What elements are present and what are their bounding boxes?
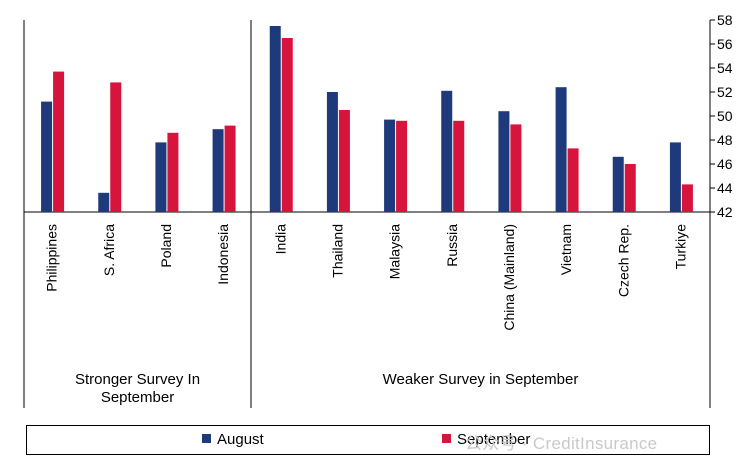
x-tick-label-thailand: Thailand [329,224,345,278]
y-tick-label-44: 44 [717,180,733,196]
watermark: 公众号 · CreditInsurance [465,434,658,453]
x-tick-label-s-africa: S. Africa [101,224,117,276]
bar-august-s-africa [98,192,110,212]
bar-september-poland [167,132,179,212]
x-tick-label-philippines: Philippines [44,224,60,292]
bar-september-russia [453,120,465,212]
bar-september-china-mainland [510,124,522,212]
bar-august-india [269,26,281,212]
legend-item-august: August [202,432,264,448]
x-tick-label-vietnam: Vietnam [558,224,574,275]
bar-september-thailand [338,110,350,212]
y-tick-label-46: 46 [717,156,733,172]
bar-september-vietnam [567,148,579,212]
bar-september-turkiye [681,184,693,212]
bar-august-china-mainland [498,111,510,212]
y-tick-label-50: 50 [717,108,733,124]
x-tick-label-poland: Poland [158,224,174,268]
x-tick-label-indonesia: Indonesia [215,224,231,285]
bar-september-malaysia [396,120,408,212]
x-tick-label-russia: Russia [444,224,460,267]
bar-september-philippines [53,71,65,212]
y-tick-label-54: 54 [717,60,733,76]
bar-august-turkiye [669,142,681,212]
bar-september-india [281,38,293,212]
legend-swatch-august [202,434,211,443]
bar-august-thailand [326,92,338,212]
x-tick-label-india: India [272,224,288,255]
y-tick-label-42: 42 [717,204,733,220]
bar-september-czech-rep [624,164,636,212]
bar-august-malaysia [384,119,396,212]
bar-august-czech-rep [612,156,624,212]
x-tick-label-malaysia: Malaysia [387,224,403,279]
legend-swatch-september [442,434,451,443]
bar-august-vietnam [555,87,567,212]
x-tick-label-czech-rep: Czech Rep. [615,224,631,297]
bars [41,26,693,213]
bar-september-indonesia [224,125,236,212]
y-axis: 42 44 46 48 50 52 54 56 58 [710,12,733,220]
y-tick-label-52: 52 [717,84,733,100]
legend: August September [26,425,710,455]
group-label-stronger-line2: September [101,389,174,406]
bar-august-poland [155,142,167,212]
bar-august-indonesia [212,129,224,212]
x-tick-label-turkiye: Turkiye [672,224,688,270]
x-axis-labels: Philippines S. Africa Poland Indonesia India… [44,224,689,331]
legend-label-august: August [217,431,264,448]
chart-frame [23,20,711,408]
group-label-stronger-line1: Stronger Survey In [75,371,200,388]
legend-label-september: September [457,431,531,448]
x-tick-label-china-mainland: China (Mainland) [501,224,517,331]
y-tick-label-56: 56 [717,36,733,52]
bar-september-s-africa [110,82,122,213]
y-tick-label-48: 48 [717,132,733,148]
legend-item-september: September [442,432,530,448]
y-tick-label-58: 58 [717,12,733,28]
group-label-weaker: Weaker Survey in September [383,371,579,388]
bar-august-russia [441,90,453,212]
bar-august-philippines [41,101,53,212]
